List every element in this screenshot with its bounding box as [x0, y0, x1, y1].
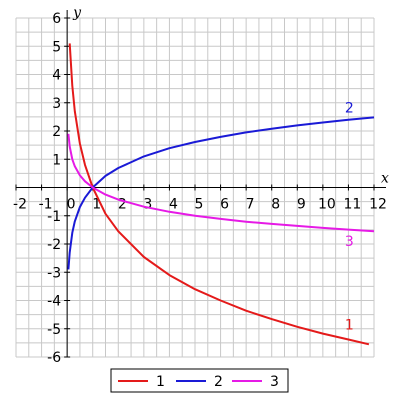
x-tick-label: -2: [13, 197, 27, 213]
y-tick-label: 3: [52, 96, 61, 112]
x-tick-label: 7: [246, 197, 255, 213]
legend-label-1: 1: [156, 374, 165, 390]
x-tick-label: 2: [118, 197, 127, 213]
series-1-line: [68, 43, 370, 346]
y-tick-label: -6: [47, 350, 61, 366]
legend-label-3: 3: [270, 374, 279, 390]
series-1-label: 1: [345, 318, 354, 334]
x-tick-label: 9: [297, 197, 306, 213]
legend: 1 2 3: [110, 368, 289, 393]
y-tick-label: -3: [47, 265, 61, 281]
x-tick-label: -1: [39, 197, 53, 213]
y-tick-label: 2: [52, 124, 61, 140]
y-tick-label: -4: [47, 294, 61, 310]
y-tick-label: 5: [52, 39, 61, 55]
x-tick-label: 6: [220, 197, 229, 213]
x-axis-label: x: [381, 171, 389, 187]
series-2-label: 2: [345, 101, 354, 117]
series-2-line: [67, 116, 375, 270]
x-tick-label: 10: [318, 197, 336, 213]
x-tick-label: 12: [369, 197, 387, 213]
legend-label-2: 2: [214, 374, 223, 390]
y-tick-label: 6: [52, 11, 61, 27]
x-tick-label: 5: [195, 197, 204, 213]
y-axis-label: y: [72, 5, 82, 21]
y-tick-label: -1: [47, 209, 61, 225]
y-tick-label: -5: [47, 322, 61, 338]
x-tick-label: 3: [143, 197, 152, 213]
x-tick-label: 0: [67, 197, 76, 213]
x-tick-label: 8: [271, 197, 280, 213]
x-tick-label: 1: [92, 197, 101, 213]
y-tick-label: 4: [52, 68, 61, 84]
y-tick-label: -2: [47, 237, 61, 253]
x-tick-label: 11: [344, 197, 362, 213]
series-3-label: 3: [345, 234, 354, 250]
series-3-line: [67, 133, 375, 233]
y-tick-label: 1: [52, 152, 61, 168]
x-tick-label: 4: [169, 197, 178, 213]
